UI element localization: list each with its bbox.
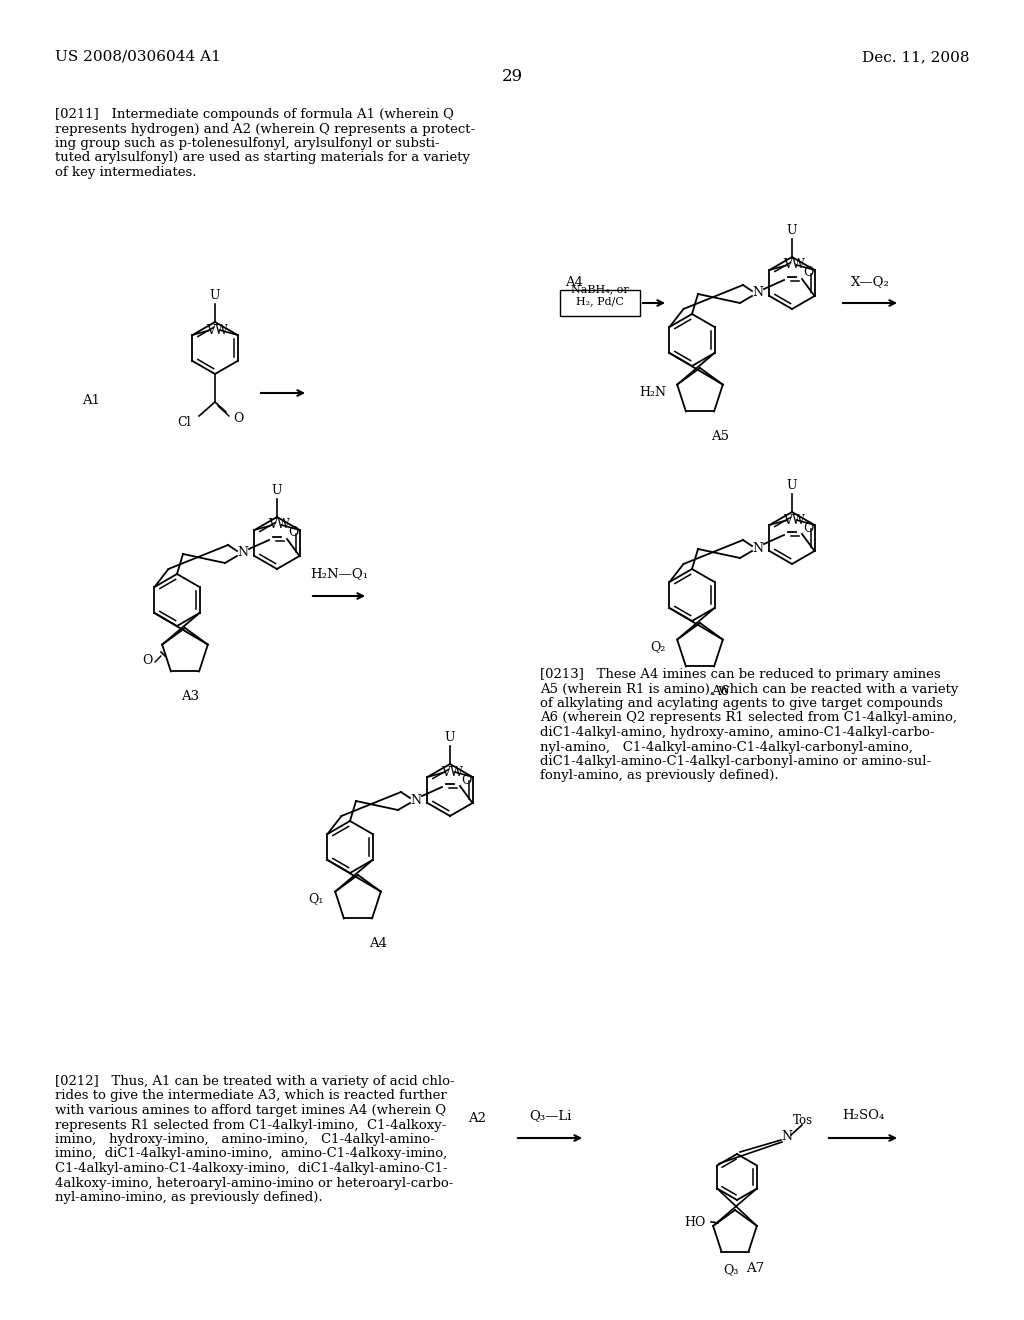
Text: H₂SO₄: H₂SO₄ bbox=[842, 1109, 884, 1122]
Text: A6 (wherein Q2 represents R1 selected from C1-4alkyl-amino,: A6 (wherein Q2 represents R1 selected fr… bbox=[540, 711, 957, 725]
Text: N: N bbox=[411, 793, 422, 807]
Text: A4: A4 bbox=[369, 937, 387, 950]
Text: U: U bbox=[786, 479, 798, 492]
Text: U: U bbox=[786, 224, 798, 238]
Text: [0213]   These A4 imines can be reduced to primary amines: [0213] These A4 imines can be reduced to… bbox=[540, 668, 941, 681]
Text: A2: A2 bbox=[468, 1111, 486, 1125]
Text: Cl: Cl bbox=[177, 416, 191, 429]
Text: 29: 29 bbox=[502, 69, 522, 84]
Text: W: W bbox=[792, 259, 805, 272]
Text: X—Q₂: X—Q₂ bbox=[851, 275, 890, 288]
Text: [0212]   Thus, A1 can be treated with a variety of acid chlo-: [0212] Thus, A1 can be treated with a va… bbox=[55, 1074, 455, 1088]
Text: A3: A3 bbox=[181, 690, 199, 704]
Text: Tos: Tos bbox=[793, 1114, 813, 1127]
Text: US 2008/0306044 A1: US 2008/0306044 A1 bbox=[55, 50, 221, 63]
Text: Q₂: Q₂ bbox=[650, 640, 666, 653]
Text: NaBH₄, or: NaBH₄, or bbox=[571, 284, 629, 294]
Text: [0211]   Intermediate compounds of formula A1 (wherein Q: [0211] Intermediate compounds of formula… bbox=[55, 108, 454, 121]
Text: O: O bbox=[461, 774, 471, 787]
Text: W: W bbox=[450, 766, 463, 779]
Text: imino,  diC1-4alkyl-amino-imino,  amino-C1-4alkoxy-imino,: imino, diC1-4alkyl-amino-imino, amino-C1… bbox=[55, 1147, 447, 1160]
Text: A1: A1 bbox=[82, 393, 100, 407]
Text: U: U bbox=[271, 484, 283, 498]
Text: Q₁: Q₁ bbox=[308, 892, 324, 906]
Text: O: O bbox=[803, 521, 813, 535]
Text: A5: A5 bbox=[711, 430, 729, 444]
Text: O: O bbox=[233, 412, 244, 425]
Text: diC1-4alkyl-amino-C1-4alkyl-carbonyl-amino or amino-sul-: diC1-4alkyl-amino-C1-4alkyl-carbonyl-ami… bbox=[540, 755, 931, 768]
Text: O: O bbox=[288, 527, 298, 540]
Text: A4: A4 bbox=[565, 276, 583, 289]
Text: U: U bbox=[210, 289, 220, 302]
Text: V: V bbox=[268, 519, 278, 532]
Text: W: W bbox=[276, 519, 290, 532]
Text: A5 (wherein R1 is amino), which can be reacted with a variety: A5 (wherein R1 is amino), which can be r… bbox=[540, 682, 958, 696]
Text: V: V bbox=[783, 259, 793, 272]
Text: 4alkoxy-imino, heteroaryl-amino-imino or heteroaryl-carbo-: 4alkoxy-imino, heteroaryl-amino-imino or… bbox=[55, 1176, 454, 1189]
Text: Q₃: Q₃ bbox=[723, 1263, 738, 1276]
Text: V: V bbox=[441, 766, 451, 779]
Text: A6: A6 bbox=[711, 685, 729, 698]
Bar bbox=[560, 290, 640, 315]
Text: HO: HO bbox=[685, 1217, 706, 1229]
Text: imino,   hydroxy-imino,   amino-imino,   C1-4alkyl-amino-: imino, hydroxy-imino, amino-imino, C1-4a… bbox=[55, 1133, 435, 1146]
Text: A7: A7 bbox=[745, 1262, 764, 1275]
Text: fonyl-amino, as previously defined).: fonyl-amino, as previously defined). bbox=[540, 770, 778, 783]
Text: O: O bbox=[803, 267, 813, 280]
Text: nyl-amino-imino, as previously defined).: nyl-amino-imino, as previously defined). bbox=[55, 1191, 323, 1204]
Text: represents hydrogen) and A2 (wherein Q represents a protect-: represents hydrogen) and A2 (wherein Q r… bbox=[55, 123, 475, 136]
Text: diC1-4alkyl-amino, hydroxy-amino, amino-C1-4alkyl-carbo-: diC1-4alkyl-amino, hydroxy-amino, amino-… bbox=[540, 726, 935, 739]
Text: nyl-amino,   C1-4alkyl-amino-C1-4alkyl-carbonyl-amino,: nyl-amino, C1-4alkyl-amino-C1-4alkyl-car… bbox=[540, 741, 912, 754]
Text: N: N bbox=[753, 541, 764, 554]
Text: V: V bbox=[207, 323, 215, 337]
Text: of key intermediates.: of key intermediates. bbox=[55, 166, 197, 180]
Text: N: N bbox=[753, 286, 764, 300]
Text: H₂N—Q₁: H₂N—Q₁ bbox=[310, 568, 368, 579]
Text: of alkylating and acylating agents to give target compounds: of alkylating and acylating agents to gi… bbox=[540, 697, 943, 710]
Text: ing group such as p-tolenesulfonyl, arylsulfonyl or substi-: ing group such as p-tolenesulfonyl, aryl… bbox=[55, 137, 439, 150]
Text: tuted arylsulfonyl) are used as starting materials for a variety: tuted arylsulfonyl) are used as starting… bbox=[55, 152, 470, 165]
Text: represents R1 selected from C1-4alkyl-imino,  C1-4alkoxy-: represents R1 selected from C1-4alkyl-im… bbox=[55, 1118, 446, 1131]
Text: Q₃—Li: Q₃—Li bbox=[528, 1109, 571, 1122]
Text: W: W bbox=[792, 513, 805, 527]
Text: V: V bbox=[783, 513, 793, 527]
Text: Dec. 11, 2008: Dec. 11, 2008 bbox=[861, 50, 969, 63]
Text: rides to give the intermediate A3, which is reacted further: rides to give the intermediate A3, which… bbox=[55, 1089, 446, 1102]
Text: C1-4alkyl-amino-C1-4alkoxy-imino,  diC1-4alkyl-amino-C1-: C1-4alkyl-amino-C1-4alkoxy-imino, diC1-4… bbox=[55, 1162, 447, 1175]
Text: U: U bbox=[444, 731, 456, 744]
Text: N: N bbox=[238, 546, 249, 560]
Text: H₂, Pd/C: H₂, Pd/C bbox=[577, 296, 624, 306]
Text: H₂N: H₂N bbox=[639, 385, 666, 399]
Text: O: O bbox=[142, 653, 153, 667]
Text: W: W bbox=[214, 323, 227, 337]
Text: with various amines to afford target imines A4 (wherein Q: with various amines to afford target imi… bbox=[55, 1104, 446, 1117]
Text: N: N bbox=[781, 1130, 793, 1143]
